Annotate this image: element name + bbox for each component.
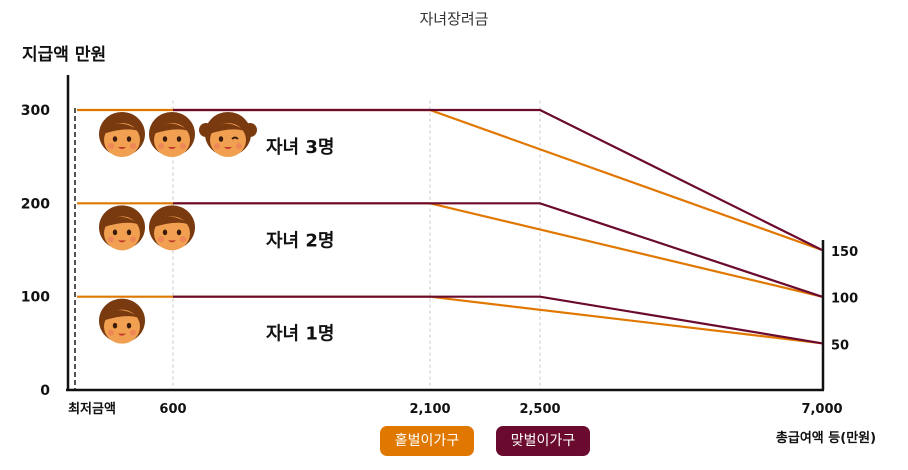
- y-tick-label-300: 300: [21, 103, 50, 119]
- series-line-dual-3: [173, 108, 823, 251]
- group-label-3: 자녀 3명: [266, 137, 334, 158]
- x-tick-label-0: 최저금액: [68, 402, 116, 417]
- legend-dual-household[interactable]: 맞벌이가구: [496, 426, 590, 456]
- child-icon-3-1: [99, 112, 145, 157]
- child-icon-2-2: [149, 205, 195, 251]
- child-icon-1-1: [99, 298, 145, 344]
- tick-labels: 0 100 200 300 150 100 50 최저금액 600 2,100 2,500 7,000: [21, 103, 858, 417]
- child-icons: [99, 112, 257, 344]
- group-label-1: 자녀 1명: [266, 324, 334, 345]
- y-tick-label-200: 200: [21, 196, 50, 212]
- x-tick-label-2500: 2,500: [519, 402, 560, 417]
- series-line-single-1: [77, 295, 823, 345]
- x-axis-label: 총급여액 등(만원): [776, 430, 876, 446]
- legend-single-household[interactable]: 홑벌이가구: [380, 426, 474, 456]
- legend-single-household-label: 홑벌이가구: [394, 433, 460, 449]
- group-label-2: 자녀 2명: [266, 230, 334, 251]
- x-tick-label-2100: 2,100: [409, 402, 450, 417]
- right-tick-label-150: 150: [831, 245, 858, 260]
- x-tick-label-7000: 7,000: [801, 402, 842, 417]
- y-tick-label-0: 0: [40, 383, 50, 399]
- child-icon-3-2: [149, 112, 195, 157]
- legend-dual-household-label: 맞벌이가구: [510, 433, 576, 449]
- child-icon-2-1: [99, 205, 145, 251]
- group-labels: 자녀 1명 자녀 2명 자녀 3명: [266, 137, 334, 345]
- y-tick-label-100: 100: [21, 290, 50, 306]
- chart-title: 자녀장려금: [419, 10, 488, 28]
- series-line-dual-2: [173, 202, 823, 298]
- right-tick-label-100: 100: [831, 292, 858, 307]
- y-axis-label: 지급액 만원: [22, 45, 106, 65]
- child-icon-3-3: [199, 112, 257, 157]
- x-tick-label-600: 600: [159, 402, 186, 417]
- series-line-dual-1: [173, 295, 823, 345]
- right-tick-label-50: 50: [831, 338, 849, 353]
- axes: [66, 75, 825, 392]
- series-lines: [77, 108, 823, 345]
